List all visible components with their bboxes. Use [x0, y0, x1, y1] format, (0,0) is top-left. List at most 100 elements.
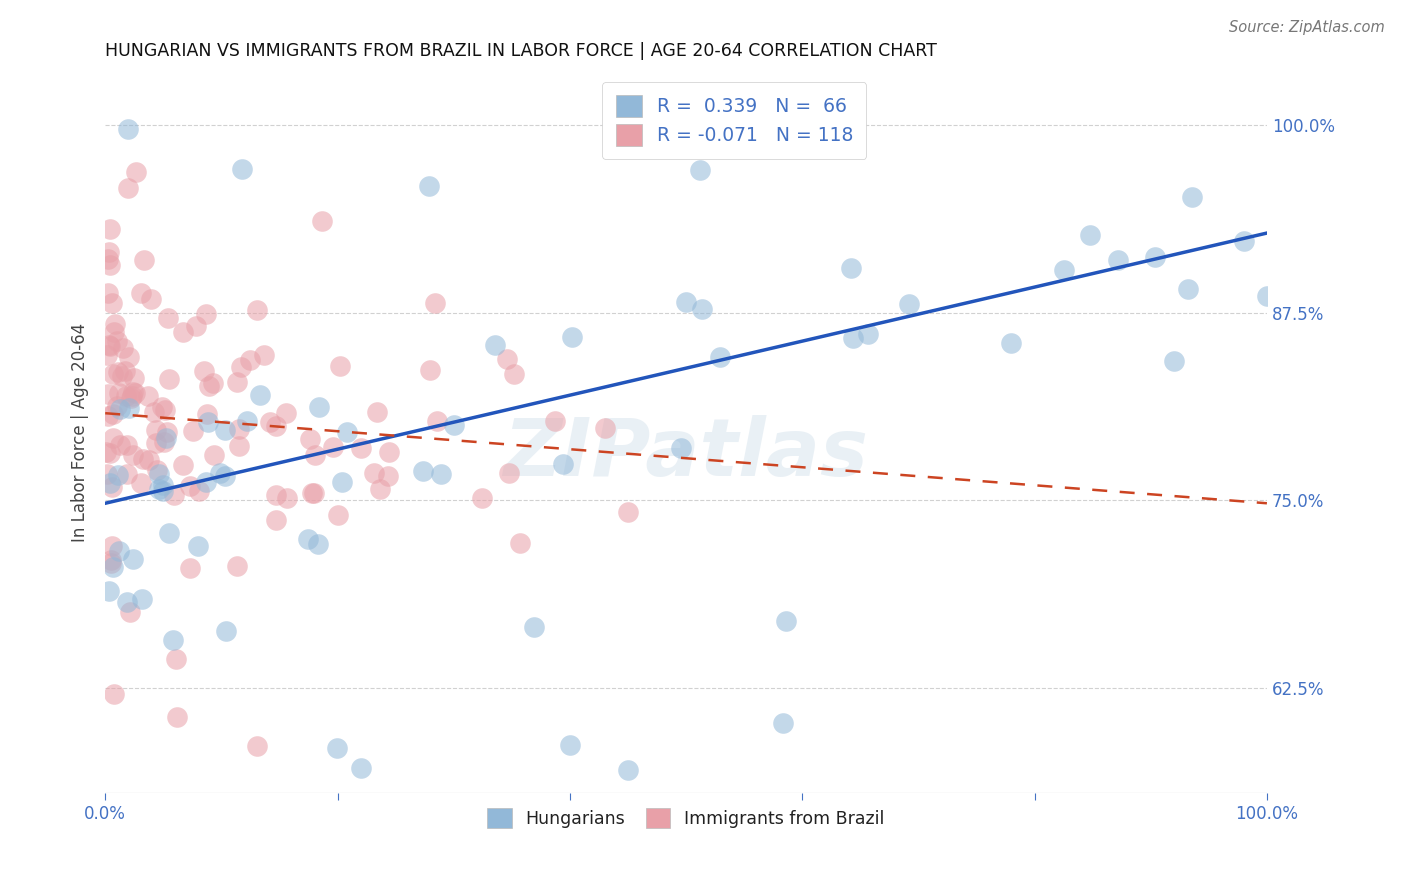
- Point: [103, 407, 125, 421]
- Point: [709, 350, 731, 364]
- Point: [298, 432, 321, 446]
- Point: [363, 466, 385, 480]
- Point: [120, 605, 142, 619]
- Point: [326, 741, 349, 756]
- Point: [246, 739, 269, 753]
- Point: [430, 467, 453, 482]
- Point: [236, 414, 259, 428]
- Point: [226, 558, 249, 573]
- Point: [103, 687, 125, 701]
- Point: [157, 526, 180, 541]
- Point: [690, 302, 713, 317]
- Point: [96, 467, 118, 481]
- Point: [471, 491, 494, 505]
- Point: [163, 488, 186, 502]
- Point: [131, 592, 153, 607]
- Point: [1177, 282, 1199, 296]
- Point: [418, 178, 440, 193]
- Point: [104, 317, 127, 331]
- Point: [264, 418, 287, 433]
- Point: [561, 330, 583, 344]
- Point: [856, 326, 879, 341]
- Point: [115, 467, 138, 481]
- Point: [101, 296, 124, 310]
- Point: [544, 414, 567, 428]
- Point: [842, 331, 865, 345]
- Point: [330, 475, 353, 490]
- Point: [496, 351, 519, 366]
- Point: [350, 761, 373, 775]
- Point: [118, 401, 141, 416]
- Point: [114, 364, 136, 378]
- Point: [336, 425, 359, 439]
- Point: [155, 431, 177, 445]
- Legend: Hungarians, Immigrants from Brazil: Hungarians, Immigrants from Brazil: [481, 801, 891, 835]
- Point: [115, 389, 138, 403]
- Point: [157, 372, 180, 386]
- Point: [253, 348, 276, 362]
- Point: [775, 614, 797, 628]
- Point: [96, 387, 118, 401]
- Point: [117, 122, 139, 136]
- Point: [98, 258, 121, 272]
- Point: [98, 475, 121, 490]
- Point: [125, 165, 148, 179]
- Point: [145, 435, 167, 450]
- Point: [172, 458, 194, 472]
- Point: [228, 422, 250, 436]
- Point: [201, 376, 224, 390]
- Point: [115, 595, 138, 609]
- Point: [366, 405, 388, 419]
- Point: [152, 478, 174, 492]
- Point: [138, 453, 160, 467]
- Point: [124, 386, 146, 401]
- Point: [120, 391, 142, 405]
- Point: [304, 448, 326, 462]
- Point: [97, 338, 120, 352]
- Point: [98, 222, 121, 236]
- Point: [107, 467, 129, 482]
- Point: [1163, 353, 1185, 368]
- Point: [194, 475, 217, 489]
- Point: [675, 294, 697, 309]
- Point: [122, 449, 145, 463]
- Point: [689, 162, 711, 177]
- Point: [150, 401, 173, 415]
- Text: ZIPatlas: ZIPatlas: [503, 416, 869, 493]
- Point: [1053, 263, 1076, 277]
- Point: [134, 252, 156, 267]
- Point: [378, 445, 401, 459]
- Point: [115, 438, 138, 452]
- Point: [122, 551, 145, 566]
- Point: [443, 417, 465, 432]
- Point: [100, 539, 122, 553]
- Point: [131, 286, 153, 301]
- Point: [100, 556, 122, 570]
- Point: [304, 485, 326, 500]
- Point: [215, 624, 238, 638]
- Point: [231, 162, 253, 177]
- Point: [122, 370, 145, 384]
- Point: [108, 437, 131, 451]
- Point: [322, 440, 344, 454]
- Point: [105, 399, 128, 413]
- Point: [110, 401, 132, 416]
- Point: [329, 359, 352, 373]
- Point: [350, 441, 373, 455]
- Point: [593, 421, 616, 435]
- Point: [523, 620, 546, 634]
- Text: HUNGARIAN VS IMMIGRANTS FROM BRAZIL IN LABOR FORCE | AGE 20-64 CORRELATION CHART: HUNGARIAN VS IMMIGRANTS FROM BRAZIL IN L…: [105, 42, 936, 60]
- Point: [669, 441, 692, 455]
- Point: [249, 387, 271, 401]
- Point: [153, 435, 176, 450]
- Point: [166, 710, 188, 724]
- Point: [307, 537, 329, 551]
- Point: [193, 364, 215, 378]
- Point: [239, 352, 262, 367]
- Point: [308, 400, 330, 414]
- Point: [136, 388, 159, 402]
- Point: [326, 508, 349, 523]
- Point: [368, 482, 391, 496]
- Point: [188, 483, 211, 498]
- Point: [1000, 336, 1022, 351]
